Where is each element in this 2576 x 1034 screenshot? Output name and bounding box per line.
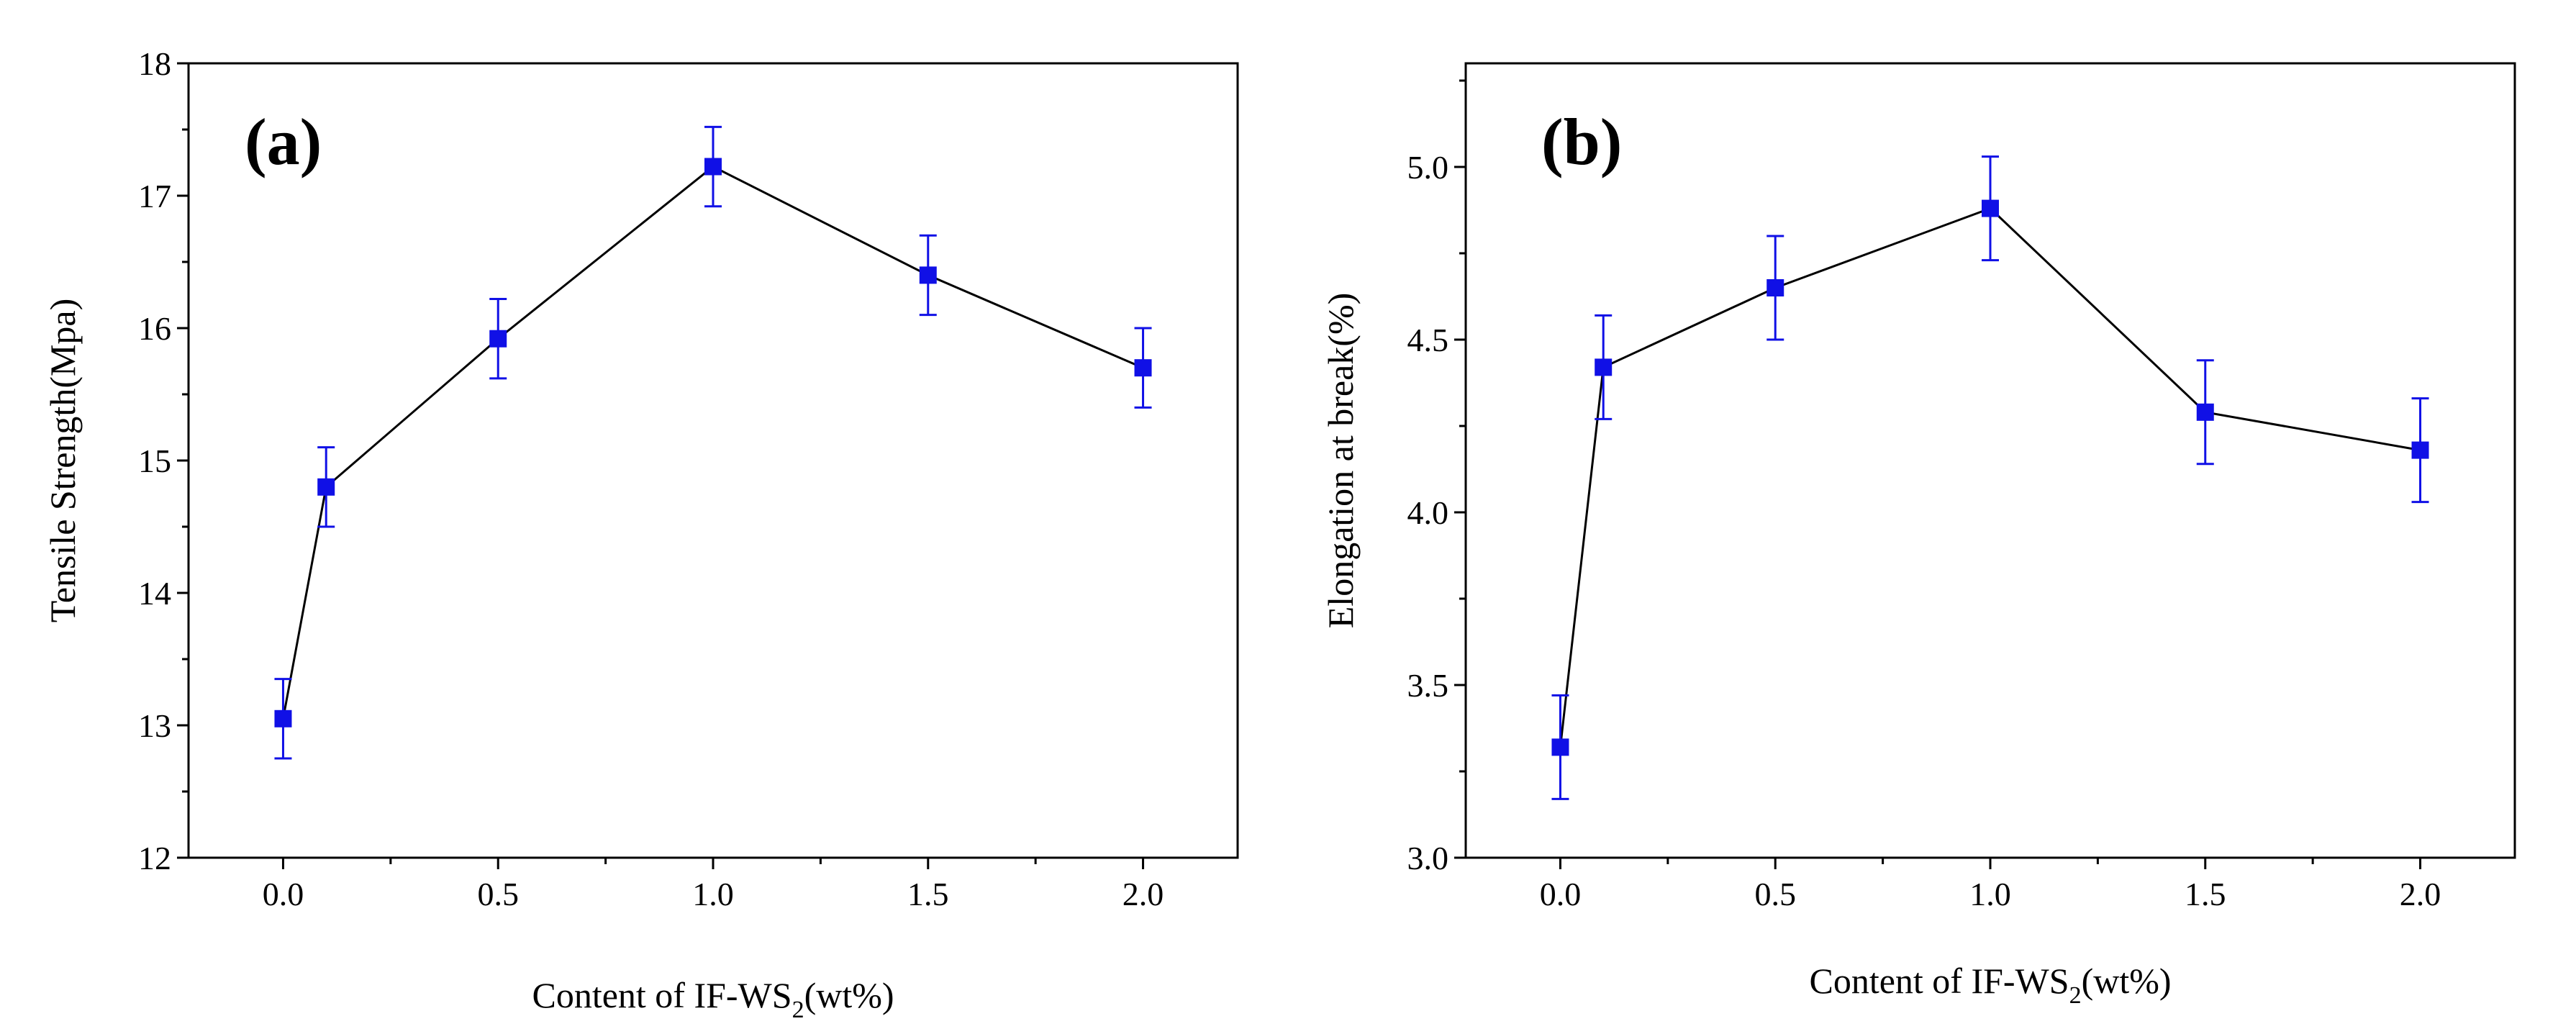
x-tick-label-b: 0.5 [1754, 876, 1796, 912]
x-axis-label-b-end: (wt%) [2082, 961, 2172, 1001]
data-point-a [317, 478, 335, 496]
data-point-a [489, 330, 507, 348]
y-tick-label-b: 4.5 [1407, 322, 1449, 358]
x-axis-label-a-main: Content of IF-WS [532, 975, 792, 1015]
x-axis-label-a-end: (wt%) [804, 975, 894, 1015]
data-point-a [1134, 359, 1152, 377]
x-tick-label-b: 2.0 [2400, 876, 2441, 912]
y-tick-label-a: 18 [138, 45, 171, 82]
y-axis-label-a: Tensile Strength(Mpa) [42, 299, 83, 623]
data-point-a [274, 709, 292, 727]
chart-panel-b: 0.0 0.5 1.0 1.5 2.0 3.0 3.5 4.0 4.5 5.0 (b) Elong… [1320, 62, 2516, 1009]
y-tick-label-a: 13 [138, 707, 171, 744]
data-point-b [1551, 738, 1569, 756]
panel-label-a: (a) [245, 105, 322, 178]
x-tick-label-a: 1.5 [907, 876, 949, 912]
data-point-b [1767, 279, 1784, 296]
panel-label-b: (b) [1541, 105, 1622, 178]
x-axis-label-b: Content of IF-WS2(wt%) [1809, 961, 2171, 1009]
y-tick-label-a: 16 [138, 310, 171, 347]
data-point-b [2196, 403, 2214, 421]
x-tick-label-a: 0.0 [263, 876, 304, 912]
y-tick-label-b: 4.0 [1407, 494, 1449, 531]
series-line-a [281, 165, 1144, 720]
x-tick-label-b: 1.5 [2185, 876, 2226, 912]
data-point-a [704, 158, 722, 176]
y-tick-label-a: 17 [138, 178, 171, 214]
ticks-a: 0.0 0.5 1.0 1.5 2.0 12 13 14 15 16 17 18 [138, 45, 1164, 912]
y-axis-label-b: Elongation at break(%) [1320, 293, 1361, 628]
y-tick-label-b: 3.0 [1407, 840, 1449, 876]
x-tick-label-b: 1.0 [1969, 876, 2011, 912]
y-tick-label-a: 12 [138, 840, 171, 876]
y-tick-label-b: 3.5 [1407, 667, 1449, 704]
chart-panel-a: 0.0 0.5 1.0 1.5 2.0 12 13 14 15 16 17 18 (a) Tensil… [42, 45, 1239, 1023]
x-tick-label-a: 0.5 [477, 876, 519, 912]
y-tick-label-b: 5.0 [1407, 149, 1449, 186]
x-tick-label-b: 0.0 [1540, 876, 1582, 912]
x-tick-label-a: 1.0 [692, 876, 734, 912]
series-line-b [1559, 207, 2421, 748]
marks-a [274, 125, 1152, 760]
ticks-b: 0.0 0.5 1.0 1.5 2.0 3.0 3.5 4.0 4.5 5.0 [1407, 79, 2441, 912]
y-tick-label-a: 15 [138, 443, 171, 479]
x-axis-label-b-main: Content of IF-WS [1809, 961, 2069, 1001]
data-point-a [919, 266, 937, 284]
x-tick-label-a: 2.0 [1123, 876, 1164, 912]
data-point-b [2411, 441, 2429, 459]
marks-b [1551, 155, 2429, 800]
x-axis-label-a: Content of IF-WS2(wt%) [532, 975, 894, 1023]
data-point-b [1982, 199, 1999, 217]
y-tick-label-a: 14 [138, 575, 171, 612]
data-point-b [1595, 358, 1613, 376]
x-axis-label-b-sub: 2 [2069, 982, 2082, 1009]
x-axis-label-a-sub: 2 [792, 997, 804, 1023]
